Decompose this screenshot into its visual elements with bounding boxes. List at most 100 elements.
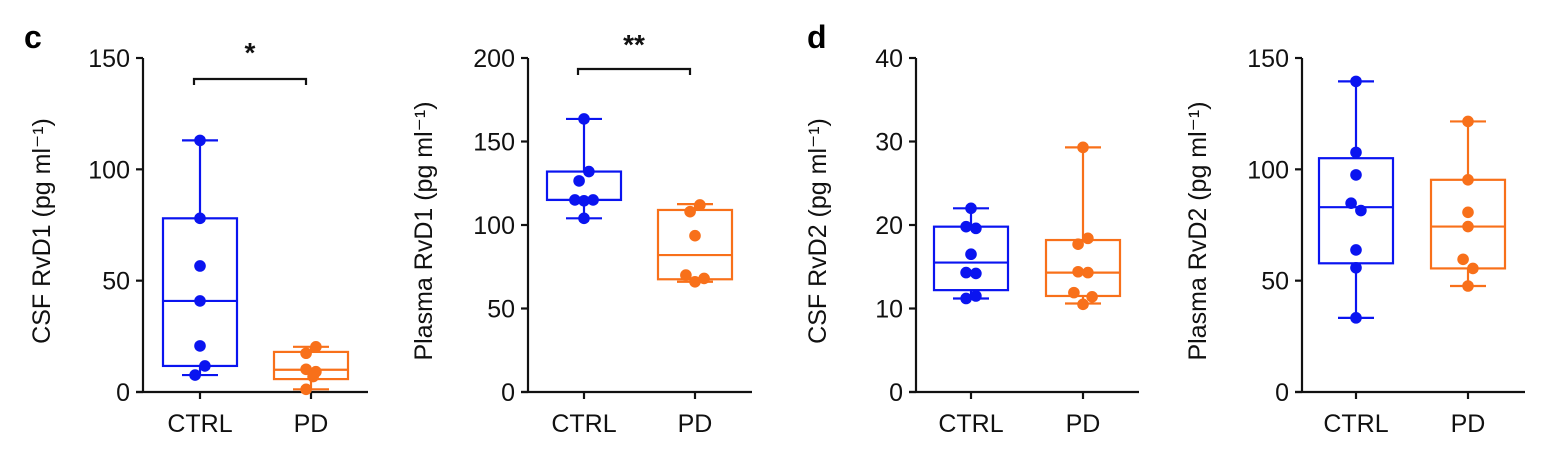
- boxplot-pd: [272, 340, 350, 396]
- data-point: [189, 369, 201, 381]
- significance-bracket: [576, 67, 692, 75]
- data-point: [1462, 115, 1474, 128]
- x-tick-label-pd: PD: [294, 410, 329, 438]
- data-point: [194, 134, 206, 147]
- y-tick-label: 30: [875, 129, 903, 157]
- data-point: [1457, 253, 1469, 266]
- y-tick-label: 100: [1247, 156, 1289, 184]
- y-tick-label: 100: [473, 212, 515, 240]
- boxplot-ctrl: [1317, 75, 1395, 324]
- data-point: [965, 202, 977, 215]
- chart-plasma-rvd1: 0 50 100 150 200 Plasma RvD1 (pg ml⁻¹) CTRL PD *…: [410, 29, 752, 438]
- data-point: [689, 275, 701, 288]
- data-point: [300, 363, 312, 376]
- data-point: [1350, 244, 1362, 256]
- data-point: [1072, 238, 1084, 251]
- y-axis-label: CSF RvD1 (pg ml⁻¹): [28, 118, 56, 344]
- data-point: [578, 194, 590, 207]
- x-tick-label-ctrl: CTRL: [1323, 410, 1388, 438]
- y-axis-label: CSF RvD2 (pg ml⁻¹): [804, 118, 832, 344]
- data-point: [684, 205, 696, 218]
- data-point: [1350, 312, 1362, 324]
- data-point: [194, 260, 206, 272]
- data-point: [1462, 173, 1474, 186]
- y-tick-label: 50: [102, 268, 130, 296]
- data-point: [970, 267, 982, 280]
- data-point: [1077, 141, 1089, 154]
- y-axis-label: Plasma RvD1 (pg ml⁻¹): [410, 101, 438, 360]
- y-tick-label: 150: [1247, 45, 1289, 73]
- data-point: [300, 383, 312, 396]
- y-tick-label: 150: [88, 45, 130, 73]
- y-tick-label: 40: [875, 45, 903, 73]
- data-point: [194, 340, 206, 352]
- significance-bracket: [192, 77, 308, 85]
- data-point: [694, 199, 706, 211]
- data-point: [680, 269, 692, 281]
- boxplot-ctrl: [545, 113, 623, 225]
- chart-plasma-rvd2: 0 50 100 150 Plasma RvD2 (pg ml⁻¹) CTRL PD: [1184, 45, 1525, 438]
- panel-label-d: d: [807, 19, 827, 55]
- data-point: [569, 194, 581, 206]
- data-point: [698, 272, 710, 285]
- x-tick-label-ctrl: CTRL: [938, 410, 1003, 438]
- y-tick-label: 0: [501, 379, 515, 407]
- data-point: [960, 292, 972, 305]
- boxplot-pd: [656, 199, 734, 288]
- data-point: [1462, 220, 1474, 233]
- y-tick-label: 0: [116, 379, 130, 407]
- y-tick-label: 100: [88, 156, 130, 184]
- data-point: [1355, 204, 1367, 217]
- data-point: [1467, 262, 1479, 275]
- x-tick-label-pd: PD: [1066, 410, 1101, 438]
- x-tick-label-ctrl: CTRL: [167, 410, 232, 438]
- x-tick-label-pd: PD: [1451, 410, 1486, 438]
- data-point: [1462, 280, 1474, 292]
- data-point: [1350, 261, 1362, 274]
- data-point: [965, 248, 977, 261]
- iqr-box: [656, 208, 734, 281]
- chart-csf-rvd1: 0 50 100 150 CSF RvD1 (pg ml⁻¹) CTRL PD *: [28, 37, 368, 438]
- data-point: [583, 165, 595, 178]
- y-axis-label: Plasma RvD2 (pg ml⁻¹): [1184, 101, 1212, 360]
- data-point: [1077, 298, 1089, 311]
- y-tick-label: 50: [487, 296, 515, 324]
- data-point: [1086, 291, 1098, 303]
- panel-label-c: c: [24, 19, 42, 55]
- data-point: [689, 229, 701, 242]
- data-point: [1350, 146, 1362, 159]
- significance-marker: *: [245, 37, 256, 68]
- data-point: [970, 222, 982, 235]
- data-point: [1345, 197, 1357, 209]
- data-point: [1082, 232, 1094, 245]
- y-tick-label: 0: [889, 379, 903, 407]
- data-point: [1350, 169, 1362, 181]
- data-point: [970, 290, 982, 302]
- boxplot-ctrl: [932, 202, 1010, 305]
- data-point: [310, 340, 322, 353]
- y-tick-label: 200: [473, 45, 515, 73]
- y-tick-label: 150: [473, 129, 515, 157]
- y-tick-label: 10: [875, 296, 903, 324]
- boxplot-ctrl: [161, 134, 239, 381]
- y-tick-label: 20: [875, 212, 903, 240]
- data-point: [199, 360, 211, 372]
- x-tick-label-ctrl: CTRL: [551, 410, 616, 438]
- data-point: [578, 212, 590, 225]
- data-point: [1068, 286, 1080, 299]
- y-tick-label: 50: [1261, 268, 1289, 296]
- data-point: [1082, 266, 1094, 279]
- iqr-box: [1044, 238, 1122, 298]
- significance-marker: **: [623, 29, 645, 60]
- data-point: [300, 347, 312, 360]
- data-point: [1350, 75, 1362, 88]
- data-point: [587, 194, 599, 206]
- data-point: [1072, 265, 1084, 278]
- data-point: [194, 212, 206, 225]
- chart-csf-rvd2: 0 10 20 30 40 CSF RvD2 (pg ml⁻¹) CTRL PD: [804, 45, 1139, 438]
- data-point: [960, 266, 972, 279]
- data-point: [573, 175, 585, 187]
- x-tick-label-pd: PD: [678, 410, 713, 438]
- boxplot-pd: [1044, 141, 1122, 311]
